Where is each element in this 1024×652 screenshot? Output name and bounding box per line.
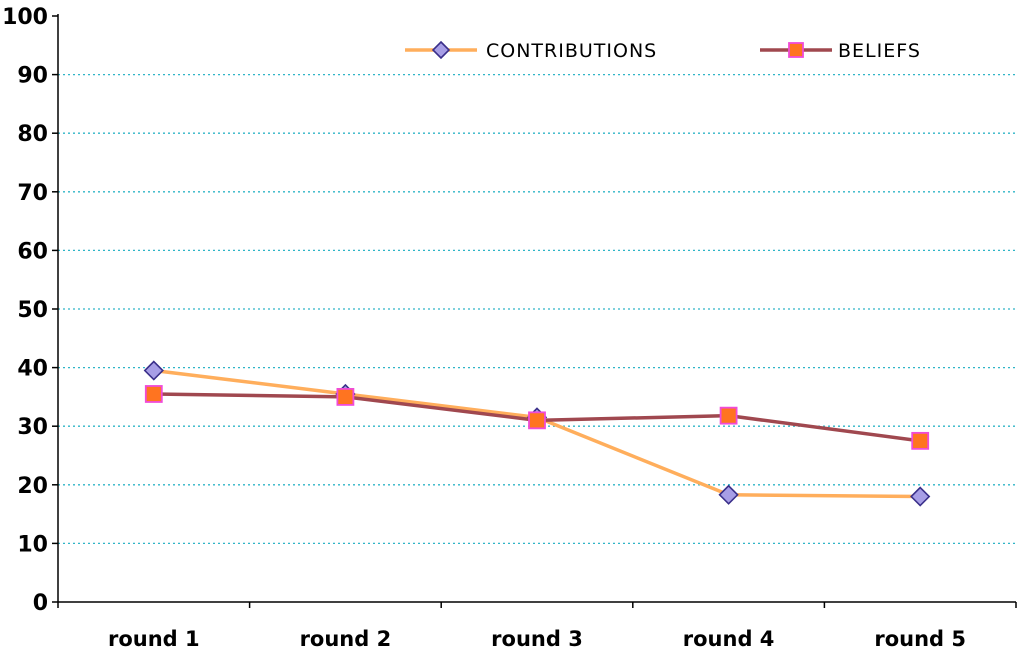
data-point (144, 385, 163, 403)
data-point (336, 387, 355, 406)
y-tick-label: 0 (33, 591, 48, 616)
y-tick-label: 30 (17, 415, 48, 440)
legend-item: BELIEFS (760, 40, 921, 62)
x-tick-label: round 2 (300, 627, 392, 651)
series-line (153, 368, 921, 499)
legend-item: CONTRIBUTIONS (405, 40, 657, 62)
legend-label: BELIEFS (838, 40, 921, 62)
data-point (719, 406, 738, 425)
legend-label: CONTRIBUTIONS (486, 40, 657, 62)
y-tick-label: 10 (17, 532, 48, 557)
y-tick-label: 40 (17, 357, 48, 382)
y-tick-label: 50 (17, 298, 48, 323)
y-tick-label: 90 (17, 64, 48, 89)
x-tick-label: round 5 (874, 627, 966, 651)
series (143, 360, 931, 507)
legend-marker (788, 42, 804, 58)
y-tick-labels: 0 10 20 30 40 50 60 70 80 90 100 (2, 5, 48, 616)
series-contributions (143, 360, 931, 507)
y-tick-label: 80 (17, 122, 48, 147)
series-beliefs (144, 385, 930, 450)
data-point (911, 431, 930, 450)
legend-marker (431, 40, 451, 60)
data-point (910, 486, 931, 507)
y-tick-label: 20 (17, 474, 48, 499)
x-tick-label: round 1 (108, 627, 200, 651)
x-tick-labels: round 1 round 2 round 3 round 4 round 5 (108, 627, 966, 651)
gridlines (58, 73, 1016, 545)
data-point (718, 484, 739, 505)
data-point (528, 411, 546, 430)
y-tick-label: 60 (17, 239, 48, 264)
y-tick-label: 70 (17, 181, 48, 206)
x-tick-label: round 3 (491, 627, 583, 651)
data-point (143, 360, 164, 381)
axes (52, 14, 1017, 608)
legend: CONTRIBUTIONS BELIEFS (405, 40, 921, 62)
y-tick-label: 100 (2, 5, 48, 30)
x-tick-label: round 4 (683, 627, 775, 651)
